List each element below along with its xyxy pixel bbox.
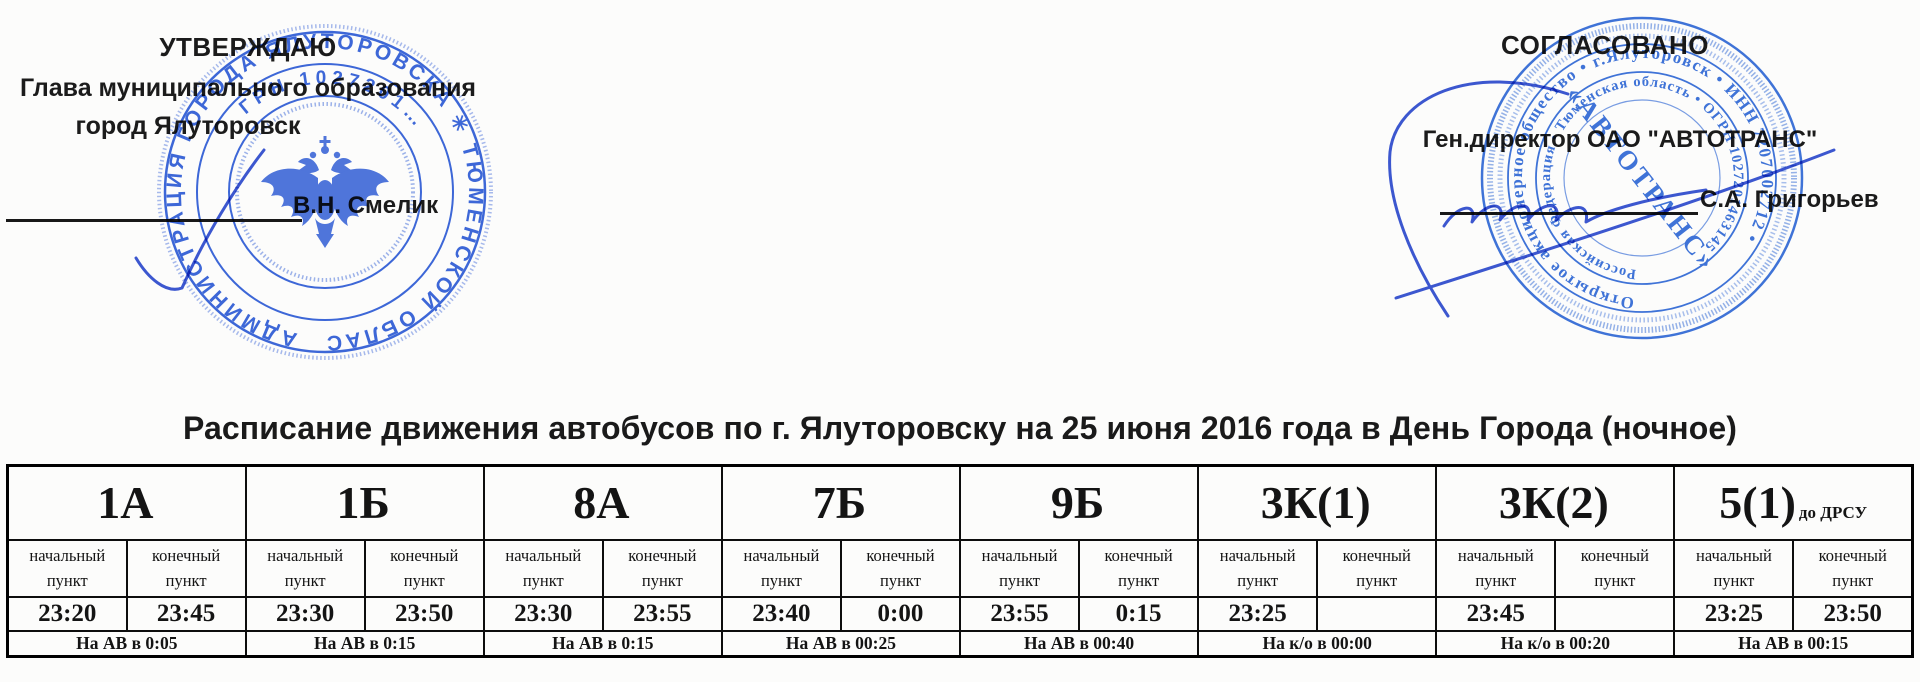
start-point-label: начальный пункт xyxy=(6,538,128,598)
route-name: 9Б xyxy=(1050,476,1105,528)
approval-right-heading: СОГЛАСОВАНО xyxy=(1501,30,1709,60)
note-cell: На АВ в 00:25 xyxy=(720,629,962,658)
stamp-administration: АДМИНИСТРАЦИЯ ГОРОДА ЯЛУТОРОВСКА ✳ ТЮМЕН… xyxy=(155,22,493,360)
end-point-label: конечный пункт xyxy=(1078,538,1200,598)
signature-right-flourish xyxy=(1388,80,1570,318)
route-name: 1Б xyxy=(336,476,390,528)
stamp-left-microtext-outer xyxy=(157,24,493,360)
time-row: 23:20 23:45 23:30 23:50 23:30 23:55 23:4… xyxy=(6,595,1914,632)
start-point-label: начальный пункт xyxy=(720,538,842,598)
route-name: 3К(2) xyxy=(1498,476,1609,528)
end-time-cell: 23:50 xyxy=(363,595,485,632)
stamp-right-outer-circle xyxy=(1480,16,1804,340)
start-point-label: начальный пункт xyxy=(958,538,1081,598)
end-point-label: конечный пункт xyxy=(1554,538,1676,598)
signature-line-right xyxy=(1440,212,1698,215)
route-header-3k1: 3К(1) xyxy=(1197,464,1438,541)
route-header-7b: 7Б xyxy=(720,464,962,541)
note-cell: На АВ в 0:15 xyxy=(482,629,723,658)
start-point-label: начальный пункт xyxy=(244,538,366,598)
start-point-label: начальный пункт xyxy=(1673,538,1795,598)
stamp-left-ring-circle xyxy=(196,63,454,321)
note-cell: На к/о в 00:20 xyxy=(1435,629,1676,658)
route-name: 5(1) xyxy=(1719,476,1796,528)
signature-left-stroke xyxy=(134,148,266,291)
end-point-label: конечный пункт xyxy=(1792,538,1914,598)
signature-right-slash xyxy=(1394,148,1836,300)
route-name: 8А xyxy=(573,476,630,528)
stamp-right-inner-circle xyxy=(1563,99,1721,257)
end-time-cell: 0:00 xyxy=(839,595,962,632)
note-cell: На АВ в 00:40 xyxy=(958,629,1200,658)
route-header-3k2: 3К(2) xyxy=(1435,464,1676,541)
start-time-cell: 23:30 xyxy=(482,595,604,632)
stamp-right-microtext-band1 xyxy=(1487,23,1797,333)
stamp-right-ring-circle1 xyxy=(1507,43,1777,313)
end-point-label: конечный пункт xyxy=(125,538,247,598)
route-header-1b: 1Б xyxy=(244,464,485,541)
start-time-cell: 23:40 xyxy=(720,595,842,632)
route-name: 1А xyxy=(97,476,154,528)
end-point-label: конечный пункт xyxy=(363,538,485,598)
end-time-cell xyxy=(1316,595,1438,632)
start-point-label: начальный пункт xyxy=(1435,538,1557,598)
route-name: 3К(1) xyxy=(1260,476,1371,528)
page-title: Расписание движения автобусов по г. Ялут… xyxy=(182,410,1738,446)
stamp-right-ring-circle2 xyxy=(1535,71,1749,285)
approval-left-line2: город Ялуторовск xyxy=(75,112,301,140)
start-point-label: начальный пункт xyxy=(1197,538,1319,598)
end-point-label: конечный пункт xyxy=(1316,538,1438,598)
start-time-cell: 23:55 xyxy=(958,595,1081,632)
route-header-9b: 9Б xyxy=(958,464,1200,541)
note-cell: На к/о в 00:00 xyxy=(1197,629,1438,658)
end-time-cell xyxy=(1554,595,1676,632)
route-header-8a: 8А xyxy=(482,464,723,541)
end-time-cell: 23:50 xyxy=(1792,595,1914,632)
route-header-51-drsu: 5(1) до ДРСУ xyxy=(1673,464,1914,541)
start-time-cell: 23:20 xyxy=(6,595,128,632)
start-time-cell: 23:30 xyxy=(244,595,366,632)
route-name: 7Б xyxy=(812,476,867,528)
stamp-left-inner-circle xyxy=(228,95,422,289)
stamp-left-outer-circle xyxy=(163,30,487,354)
end-time-cell: 23:45 xyxy=(125,595,247,632)
signer-name-right: С.А. Григорьев xyxy=(1700,186,1879,213)
start-point-label: начальный пункт xyxy=(482,538,604,598)
signature-line-left xyxy=(6,219,302,222)
signature-right-scrawl xyxy=(1442,188,1708,228)
route-header-1a: 1А xyxy=(6,464,247,541)
start-time-cell: 23:45 xyxy=(1435,595,1557,632)
schedule-table: 1А 1Б 8А 7Б 9Б 3К(1) 3К(2) 5(1) до ДРСУ н… xyxy=(6,464,1914,659)
route-header-row: 1А 1Б 8А 7Б 9Б 3К(1) 3К(2) 5(1) до ДРСУ xyxy=(6,464,1914,541)
note-cell: На АВ в 0:05 xyxy=(6,629,247,658)
note-cell: На АВ в 0:15 xyxy=(244,629,485,658)
note-cell: На АВ в 00:15 xyxy=(1673,629,1914,658)
start-time-cell: 23:25 xyxy=(1197,595,1319,632)
route-suffix: до ДРСУ xyxy=(1798,502,1868,522)
end-point-label: конечный пункт xyxy=(839,538,962,598)
end-point-label: конечный пункт xyxy=(601,538,723,598)
stamp-left-microtext-inner xyxy=(235,102,415,282)
start-time-cell: 23:25 xyxy=(1673,595,1795,632)
end-time-cell: 23:55 xyxy=(601,595,723,632)
eagle-icon xyxy=(261,136,389,248)
end-time-cell: 0:15 xyxy=(1078,595,1200,632)
point-header-row: начальный пункт конечный пункт начальный… xyxy=(6,538,1914,598)
stamp-right-microtext-band2 xyxy=(1497,33,1787,323)
note-row: На АВ в 0:05 На АВ в 0:15 На АВ в 0:15 Н… xyxy=(6,629,1914,658)
